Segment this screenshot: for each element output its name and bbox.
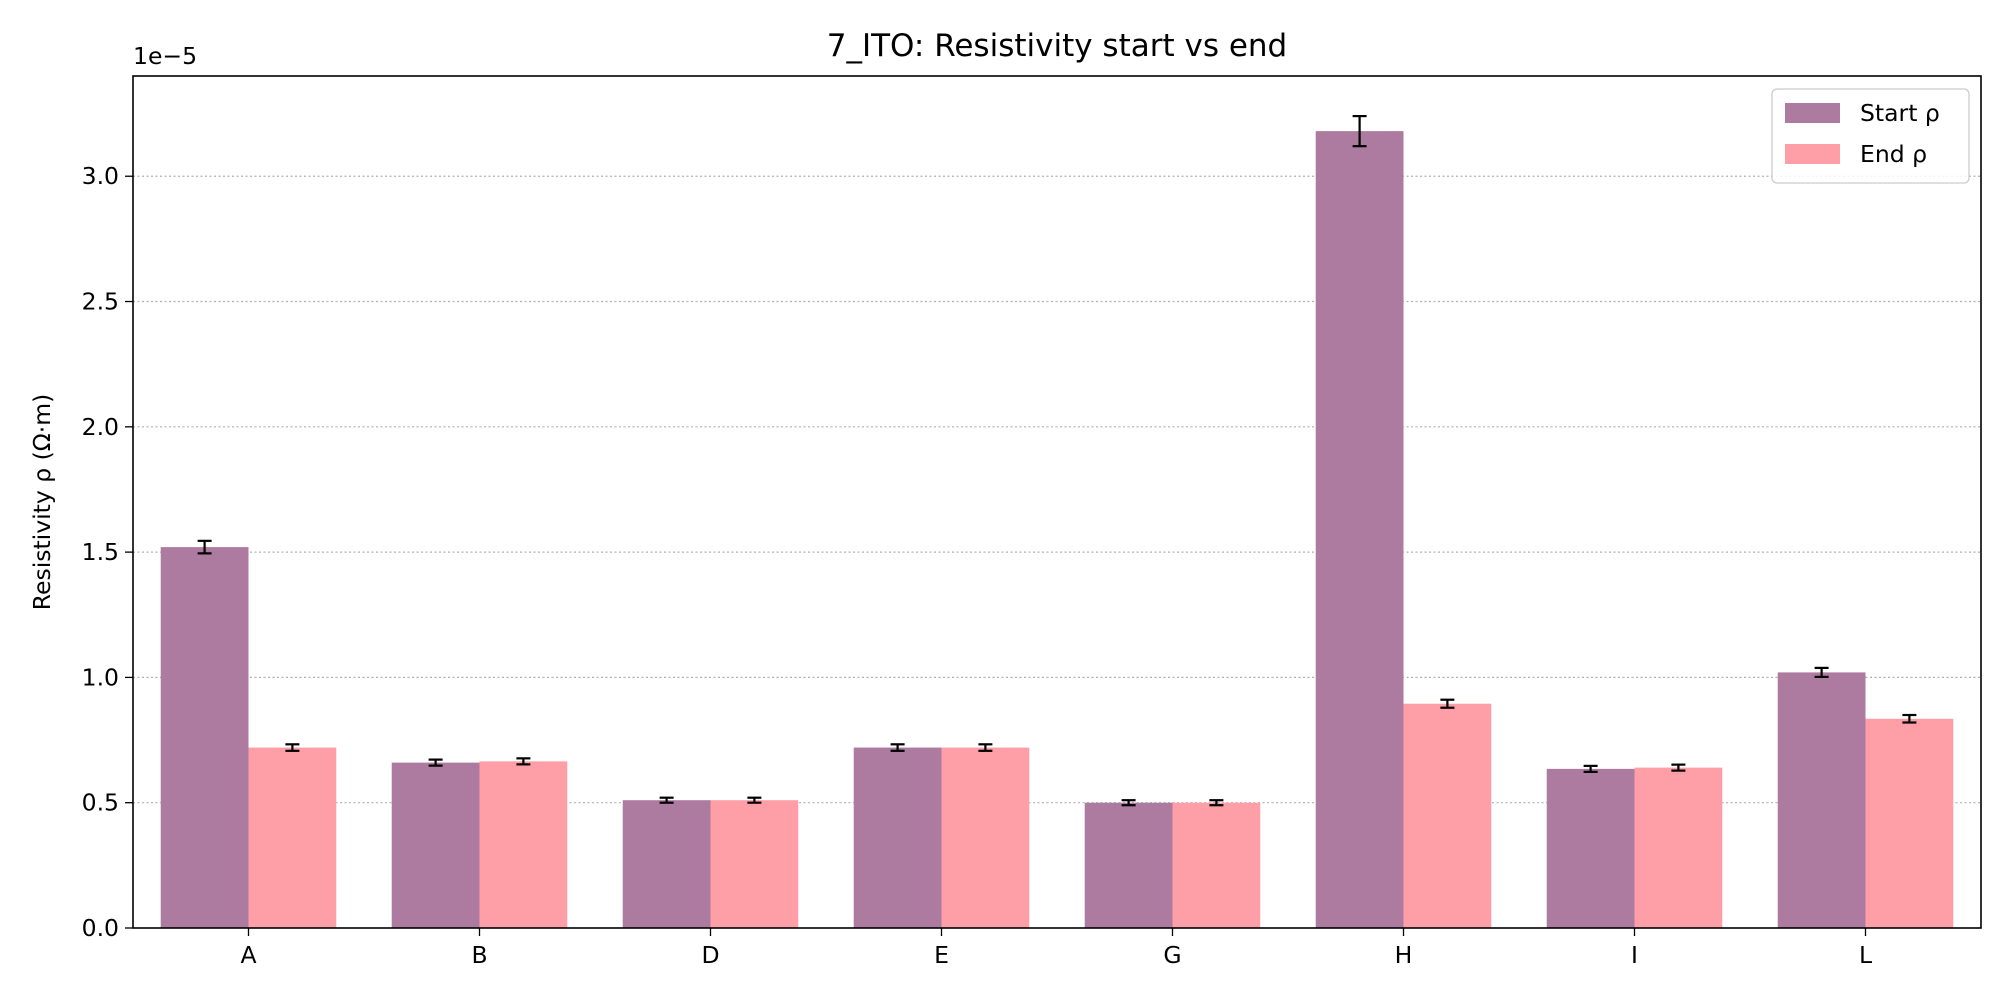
error-bar-end-L bbox=[1902, 713, 1917, 724]
bar-end-H bbox=[1403, 703, 1492, 928]
x-tick-label: D bbox=[701, 941, 719, 969]
y-tick-label: 2.5 bbox=[82, 288, 119, 316]
legend-item-start: Start ρ bbox=[1785, 99, 1940, 127]
x-tick-label: E bbox=[934, 941, 949, 969]
bar-start-B bbox=[391, 762, 480, 928]
y-tick-label: 1.5 bbox=[82, 538, 119, 566]
chart-title: 7_ITO: Resistivity start vs end bbox=[827, 28, 1287, 64]
plot-frame bbox=[132, 75, 1982, 929]
bar-end-G bbox=[1172, 802, 1261, 928]
y-tick-label: 0.0 bbox=[82, 914, 119, 942]
bars-layer bbox=[160, 131, 1954, 929]
bar-start-H bbox=[1315, 131, 1404, 929]
x-tick-label: L bbox=[1859, 941, 1872, 969]
error-bar-end-I bbox=[1671, 763, 1686, 772]
error-bar-start-E bbox=[890, 743, 905, 752]
y-axis-label: Resistivity ρ (Ω·m) bbox=[28, 394, 56, 611]
bar-start-A bbox=[160, 547, 249, 928]
bar-start-G bbox=[1084, 802, 1173, 928]
error-bars-layer bbox=[197, 114, 1917, 807]
bar-end-I bbox=[1634, 767, 1723, 928]
axis-layer: 0.0 0.5 1.0 1.5 2.0 2.5 3.0 A B D E G H I L bbox=[82, 162, 1872, 969]
error-bar-start-A bbox=[197, 539, 212, 555]
error-bar-start-B bbox=[428, 758, 443, 767]
bar-end-D bbox=[710, 800, 799, 928]
legend-swatch bbox=[1785, 144, 1840, 164]
bar-end-E bbox=[941, 747, 1030, 928]
x-tick-label: G bbox=[1163, 941, 1181, 969]
x-tick-label: B bbox=[471, 941, 487, 969]
y-axis-offset-label: 1e−5 bbox=[133, 42, 197, 70]
bar-start-E bbox=[853, 747, 942, 928]
error-bar-end-H bbox=[1440, 698, 1455, 709]
legend-label: Start ρ bbox=[1860, 99, 1940, 127]
y-tick-label: 3.0 bbox=[82, 162, 119, 190]
x-tick-label: H bbox=[1395, 941, 1413, 969]
y-tick-label: 2.0 bbox=[82, 413, 119, 441]
bar-start-D bbox=[622, 800, 711, 928]
y-tick-label: 1.0 bbox=[82, 663, 119, 691]
error-bar-start-H bbox=[1352, 114, 1367, 148]
error-bar-start-I bbox=[1583, 764, 1598, 773]
bar-start-I bbox=[1546, 768, 1635, 928]
error-bar-start-L bbox=[1814, 666, 1829, 679]
x-tick-label: I bbox=[1631, 941, 1638, 969]
legend-label: End ρ bbox=[1860, 140, 1927, 168]
bar-end-L bbox=[1865, 718, 1954, 928]
bar-start-L bbox=[1777, 672, 1866, 928]
error-bar-start-G bbox=[1121, 799, 1136, 807]
legend-swatch bbox=[1785, 103, 1840, 123]
error-bar-end-G bbox=[1209, 799, 1224, 807]
error-bar-end-B bbox=[516, 757, 531, 766]
bar-end-B bbox=[479, 761, 568, 928]
error-bar-end-E bbox=[978, 743, 993, 752]
error-bar-end-A bbox=[285, 743, 300, 752]
error-bar-end-D bbox=[747, 796, 762, 804]
grid-layer bbox=[133, 175, 1981, 804]
error-bar-start-D bbox=[659, 796, 674, 804]
legend-item-end: End ρ bbox=[1785, 140, 1927, 168]
bar-end-A bbox=[248, 747, 337, 928]
legend: Start ρ End ρ bbox=[1771, 88, 1970, 184]
x-tick-label: A bbox=[240, 941, 256, 969]
y-tick-label: 0.5 bbox=[82, 789, 119, 817]
